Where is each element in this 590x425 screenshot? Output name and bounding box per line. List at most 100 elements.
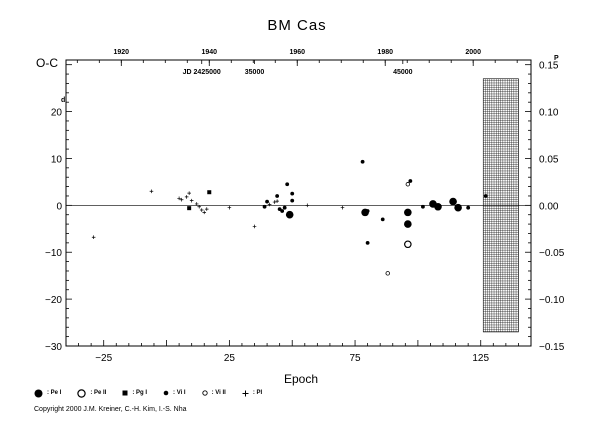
- y-axis-unit: d: [61, 97, 65, 104]
- y-tick-label: −20: [45, 295, 62, 306]
- data-point: [404, 220, 412, 228]
- data-point: [265, 199, 269, 204]
- plot-frame: [65, 59, 532, 347]
- data-points: [91, 159, 488, 276]
- data-point: [187, 206, 192, 211]
- filled-square-icon: [122, 390, 128, 396]
- copyright-text: Copyright 2000 J.M. Kreiner, C.-H. Kim, …: [34, 406, 187, 413]
- jd-labels: JD 2425000 35000 45000: [183, 69, 413, 76]
- data-point: [272, 200, 277, 204]
- y2-tick-label: −0.05: [539, 248, 565, 259]
- data-point: [434, 202, 442, 211]
- y2-axis-unit: P: [554, 55, 559, 62]
- x-tick-label: 75: [349, 353, 361, 364]
- legend-label: : Pe I: [47, 390, 62, 396]
- data-point: [290, 198, 295, 203]
- data-point: [449, 197, 457, 206]
- y2-tick-label: 0.00: [539, 201, 559, 212]
- data-point: [179, 197, 184, 202]
- legend-label: : PI: [252, 390, 263, 396]
- data-point: [207, 190, 212, 195]
- data-point: [454, 203, 462, 212]
- y-tick-label: 20: [51, 108, 63, 119]
- year-label: 2000: [465, 49, 481, 56]
- data-point: [184, 195, 189, 199]
- data-point: [204, 207, 209, 211]
- jd-label: 35000: [245, 69, 265, 76]
- data-point: [275, 194, 280, 198]
- data-point: [194, 202, 199, 206]
- data-point: [202, 210, 207, 215]
- y-tick-label: 0: [56, 201, 62, 212]
- data-point: [227, 205, 232, 210]
- filled-circle-large-icon: [34, 389, 43, 397]
- legend-label: : Vi I: [173, 390, 186, 396]
- top-year-labels: 1920 1940 1960 1980 2000: [114, 49, 482, 56]
- chart-title: BM Cas: [267, 17, 326, 34]
- y-axis-label-text: O-C: [36, 56, 58, 70]
- legend-item-vi1: : Vi I: [163, 390, 186, 396]
- data-point: [408, 179, 413, 183]
- data-point: [365, 209, 370, 213]
- data-point: [290, 191, 295, 196]
- y2-tick-label: 0.10: [539, 108, 559, 119]
- x-tick-label: −25: [95, 353, 112, 364]
- data-point: [199, 208, 204, 212]
- y2-tick-labels: −0.15 −0.10 −0.05 0.00 0.05 0.10 0.15: [539, 61, 565, 353]
- year-label: 1980: [377, 49, 393, 56]
- x-axis-label: Epoch: [284, 372, 318, 386]
- x-tick-label: 25: [224, 353, 236, 364]
- data-point: [262, 204, 267, 209]
- plus-icon: [242, 390, 249, 396]
- data-point: [404, 240, 412, 249]
- y-tick-label: 10: [51, 154, 63, 165]
- data-point: [421, 204, 425, 209]
- legend-item-pg1: : Pg I: [122, 390, 147, 396]
- data-point: [466, 205, 471, 210]
- data-point: [404, 208, 412, 217]
- data-point: [177, 196, 181, 201]
- legend-item-pe1: : Pe I: [34, 389, 61, 398]
- y2-tick-label: −0.15: [539, 342, 565, 353]
- axis-ticks: [66, 60, 531, 347]
- data-point: [483, 194, 488, 198]
- data-point: [267, 202, 272, 207]
- year-label: 1960: [289, 49, 305, 56]
- x-tick-label: 125: [472, 353, 489, 364]
- data-point: [280, 209, 285, 213]
- legend: : Pe I : Pe II : Pg I : Vi I : Vi II : P…: [34, 387, 278, 399]
- open-circle-large-icon: [77, 388, 87, 398]
- legend-item-pl: : PI: [242, 390, 262, 397]
- open-circle-small-icon: [201, 390, 208, 396]
- legend-label: : Pg I: [132, 390, 148, 396]
- filled-circle-small-icon: [163, 390, 169, 396]
- data-point: [365, 240, 370, 245]
- data-point: [252, 224, 257, 229]
- data-point: [380, 217, 385, 222]
- y-axis-label: O-C: [36, 56, 58, 70]
- x-tick-labels: −25 25 75 125: [95, 353, 489, 364]
- y2-tick-label: 0.05: [539, 154, 559, 165]
- year-label: 1940: [201, 49, 217, 56]
- data-point: [282, 205, 287, 210]
- legend-item-pe2: : Pe II: [77, 388, 106, 398]
- data-point: [340, 205, 345, 210]
- legend-item-vi2: : Vi II: [201, 390, 226, 396]
- data-point: [275, 199, 279, 203]
- y-tick-labels: −30 −20 −10 0 10 20: [45, 108, 62, 353]
- jd-label: JD 2425000: [183, 69, 221, 76]
- legend-label: : Vi II: [211, 390, 226, 396]
- y2-tick-label: −0.10: [539, 295, 565, 306]
- data-point: [91, 235, 96, 240]
- y2-tick-label: 0.15: [539, 61, 559, 72]
- jd-label: 45000: [393, 69, 413, 76]
- data-point: [285, 182, 290, 187]
- data-point: [385, 271, 390, 276]
- data-point: [285, 210, 294, 219]
- data-point: [187, 191, 191, 195]
- data-point: [189, 198, 194, 203]
- data-point: [360, 159, 365, 164]
- data-point: [305, 203, 310, 208]
- year-label: 1920: [114, 49, 130, 56]
